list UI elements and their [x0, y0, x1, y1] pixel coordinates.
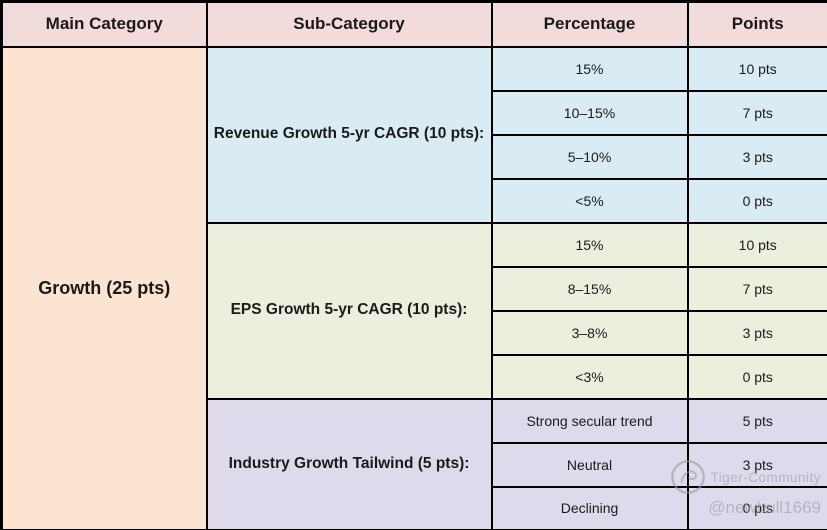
table-row: <3% 0 pts: [2, 353, 827, 400]
table-row: 8–15% 7 pts: [2, 265, 827, 312]
table-row: Neutral 3 pts: [2, 441, 827, 488]
table-row: Growth (25 pts) Revenue Growth 5-yr CAGR …: [0, 45, 827, 530]
points-cell: 3 pts: [686, 133, 827, 180]
percentage-cell: <3%: [490, 353, 689, 400]
points-cell: 0 pts: [686, 485, 827, 530]
percentage-cell: <5%: [490, 177, 689, 224]
percentage-cell: Declining: [490, 485, 689, 530]
main-category-cell: Growth (25 pts): [0, 45, 208, 530]
header-points: Points: [686, 0, 827, 48]
table-row: Declining 0 pts: [2, 485, 827, 530]
points-cell: 10 pts: [686, 45, 827, 92]
points-cell: 10 pts: [686, 221, 827, 268]
percentage-cell: 3–8%: [490, 309, 689, 356]
header-sub-category: Sub-Category: [205, 0, 493, 48]
percentage-cell: 15%: [490, 45, 689, 92]
points-cell: 7 pts: [686, 89, 827, 136]
table-row: EPS Growth 5-yr CAGR (10 pts): 15% 10 pts: [2, 221, 827, 400]
table-row: Industry Growth Tailwind (5 pts): Strong …: [2, 397, 827, 530]
table-body: Growth (25 pts) Revenue Growth 5-yr CAGR …: [0, 45, 827, 530]
percentage-cell: 8–15%: [490, 265, 689, 312]
table-row: <5% 0 pts: [2, 177, 827, 224]
table-row: 3–8% 3 pts: [2, 309, 827, 356]
percentage-cell: 15%: [490, 221, 689, 268]
subcategory-cell: Industry Growth Tailwind (5 pts):: [205, 397, 493, 530]
points-cell: 0 pts: [686, 353, 827, 400]
points-cell: 0 pts: [686, 177, 827, 224]
table-row: 5–10% 3 pts: [2, 133, 827, 180]
subcategory-cell: EPS Growth 5-yr CAGR (10 pts):: [205, 221, 493, 400]
points-cell: 3 pts: [686, 441, 827, 488]
percentage-cell: 5–10%: [490, 133, 689, 180]
percentage-cell: 10–15%: [490, 89, 689, 136]
header-row: Main Category Sub-Category Percentage Po…: [0, 0, 827, 48]
subcategory-cell: Revenue Growth 5-yr CAGR (10 pts):: [205, 45, 493, 224]
points-cell: 5 pts: [686, 397, 827, 444]
percentage-cell: Neutral: [490, 441, 689, 488]
percentage-cell: Strong secular trend: [490, 397, 689, 444]
header-percentage: Percentage: [490, 0, 689, 48]
header-main-category: Main Category: [0, 0, 208, 48]
points-cell: 7 pts: [686, 265, 827, 312]
points-cell: 3 pts: [686, 309, 827, 356]
